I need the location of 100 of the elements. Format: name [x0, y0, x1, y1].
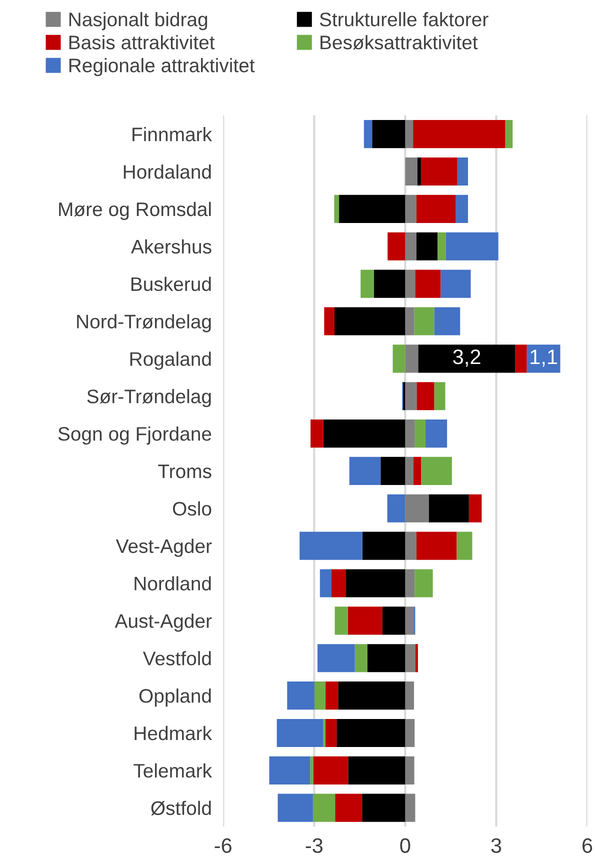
bar: [300, 532, 362, 560]
y-tick-label: Østfold: [151, 800, 211, 816]
bar: [348, 606, 382, 635]
bar: [434, 307, 460, 336]
bar: [405, 194, 416, 223]
bar: [405, 756, 414, 784]
bar: [349, 456, 381, 486]
legend-label: Basis attraktivitet: [69, 35, 215, 50]
bar: [405, 420, 415, 448]
y-tick-label: Rogaland: [130, 352, 211, 370]
x-tick-label: -3: [306, 838, 323, 853]
bar: [325, 682, 338, 710]
bar: [434, 382, 446, 410]
bar: [405, 532, 416, 560]
y-tick-label: Finnmark: [132, 127, 212, 142]
bar: [360, 270, 374, 298]
y-tick-label: Hedmark: [134, 726, 212, 740]
bar: [426, 420, 448, 448]
bar: [416, 194, 456, 223]
bar: [405, 569, 415, 598]
bar: [405, 120, 414, 148]
y-tick-label: Aust-Agder: [114, 614, 212, 632]
y-tick-label: Sør-Trøndelag: [87, 389, 211, 408]
bar: [323, 420, 406, 448]
bar: [324, 307, 334, 336]
legend-label: Nasjonalt bidrag: [69, 12, 208, 30]
y-tick-label: Møre og Romsdal: [59, 202, 211, 220]
data-label: 3,2: [453, 350, 480, 367]
bar: [446, 232, 498, 260]
y-tick-label: Sogn og Fjordane: [58, 426, 212, 445]
bar: [354, 644, 368, 672]
bar: [278, 794, 313, 822]
y-tick-label: Troms: [158, 464, 212, 478]
bar: [374, 270, 406, 298]
bar: [334, 307, 406, 336]
bar: [346, 569, 406, 598]
bar: [405, 494, 429, 522]
bar: [405, 644, 416, 672]
bar: [416, 382, 434, 410]
x-tick-label: 3: [491, 838, 502, 853]
bar: [414, 420, 426, 448]
bar: [405, 456, 414, 486]
bar: [310, 420, 324, 448]
data-label: 1,1: [530, 350, 558, 367]
bar: [405, 344, 418, 373]
bar: [367, 644, 406, 672]
y-tick-label: Oppland: [139, 688, 211, 707]
bar: [405, 718, 415, 748]
bar: [387, 494, 406, 522]
bar: [405, 606, 414, 635]
bar: [405, 682, 414, 710]
bar: [312, 794, 336, 822]
bar: [405, 232, 416, 260]
x-tick-label: 6: [582, 838, 592, 853]
bar: [331, 569, 346, 598]
y-tick-label: Buskerud: [131, 276, 211, 292]
bar: [287, 682, 314, 710]
bar: [416, 232, 438, 260]
legend-label: Regionale attraktivitet: [69, 58, 255, 76]
bar: [313, 756, 348, 784]
bar: [362, 794, 406, 822]
bar: [456, 194, 468, 223]
bar: [405, 794, 416, 822]
bar: [440, 270, 471, 298]
y-tick-label: Vestfold: [142, 651, 211, 666]
bar: [364, 120, 372, 148]
bar: [526, 344, 560, 373]
bar: [336, 718, 406, 748]
y-tick-label: Vest-Agder: [116, 538, 212, 557]
y-tick-label: Akershus: [131, 239, 212, 254]
bar: [415, 270, 441, 298]
bar: [428, 494, 469, 522]
bar: [417, 157, 421, 186]
bar: [413, 120, 506, 148]
bar: [372, 120, 406, 148]
bar: [416, 532, 457, 560]
bar: [310, 756, 314, 784]
x-tick-label: -6: [214, 838, 232, 853]
bar: [320, 569, 332, 598]
bar: [335, 794, 362, 822]
bar: [276, 718, 324, 748]
bar: [382, 606, 406, 635]
bar: [380, 456, 406, 486]
y-tick-label: Nordland: [134, 576, 211, 590]
bar: [468, 494, 482, 522]
bar: [418, 344, 516, 373]
bar: [334, 606, 348, 635]
bar: [420, 157, 458, 186]
bar: [339, 194, 406, 223]
bar: [414, 307, 434, 336]
y-tick-label: Oslo: [172, 501, 212, 516]
bar: [405, 382, 417, 410]
bar: [413, 456, 422, 486]
bar: [325, 718, 337, 748]
bar: [405, 307, 414, 336]
bar: [438, 232, 446, 260]
bar: [388, 232, 406, 260]
y-tick-label: Hordaland: [124, 164, 211, 179]
bar: [362, 532, 406, 560]
y-tick-label: Nord-Trøndelag: [77, 314, 211, 332]
